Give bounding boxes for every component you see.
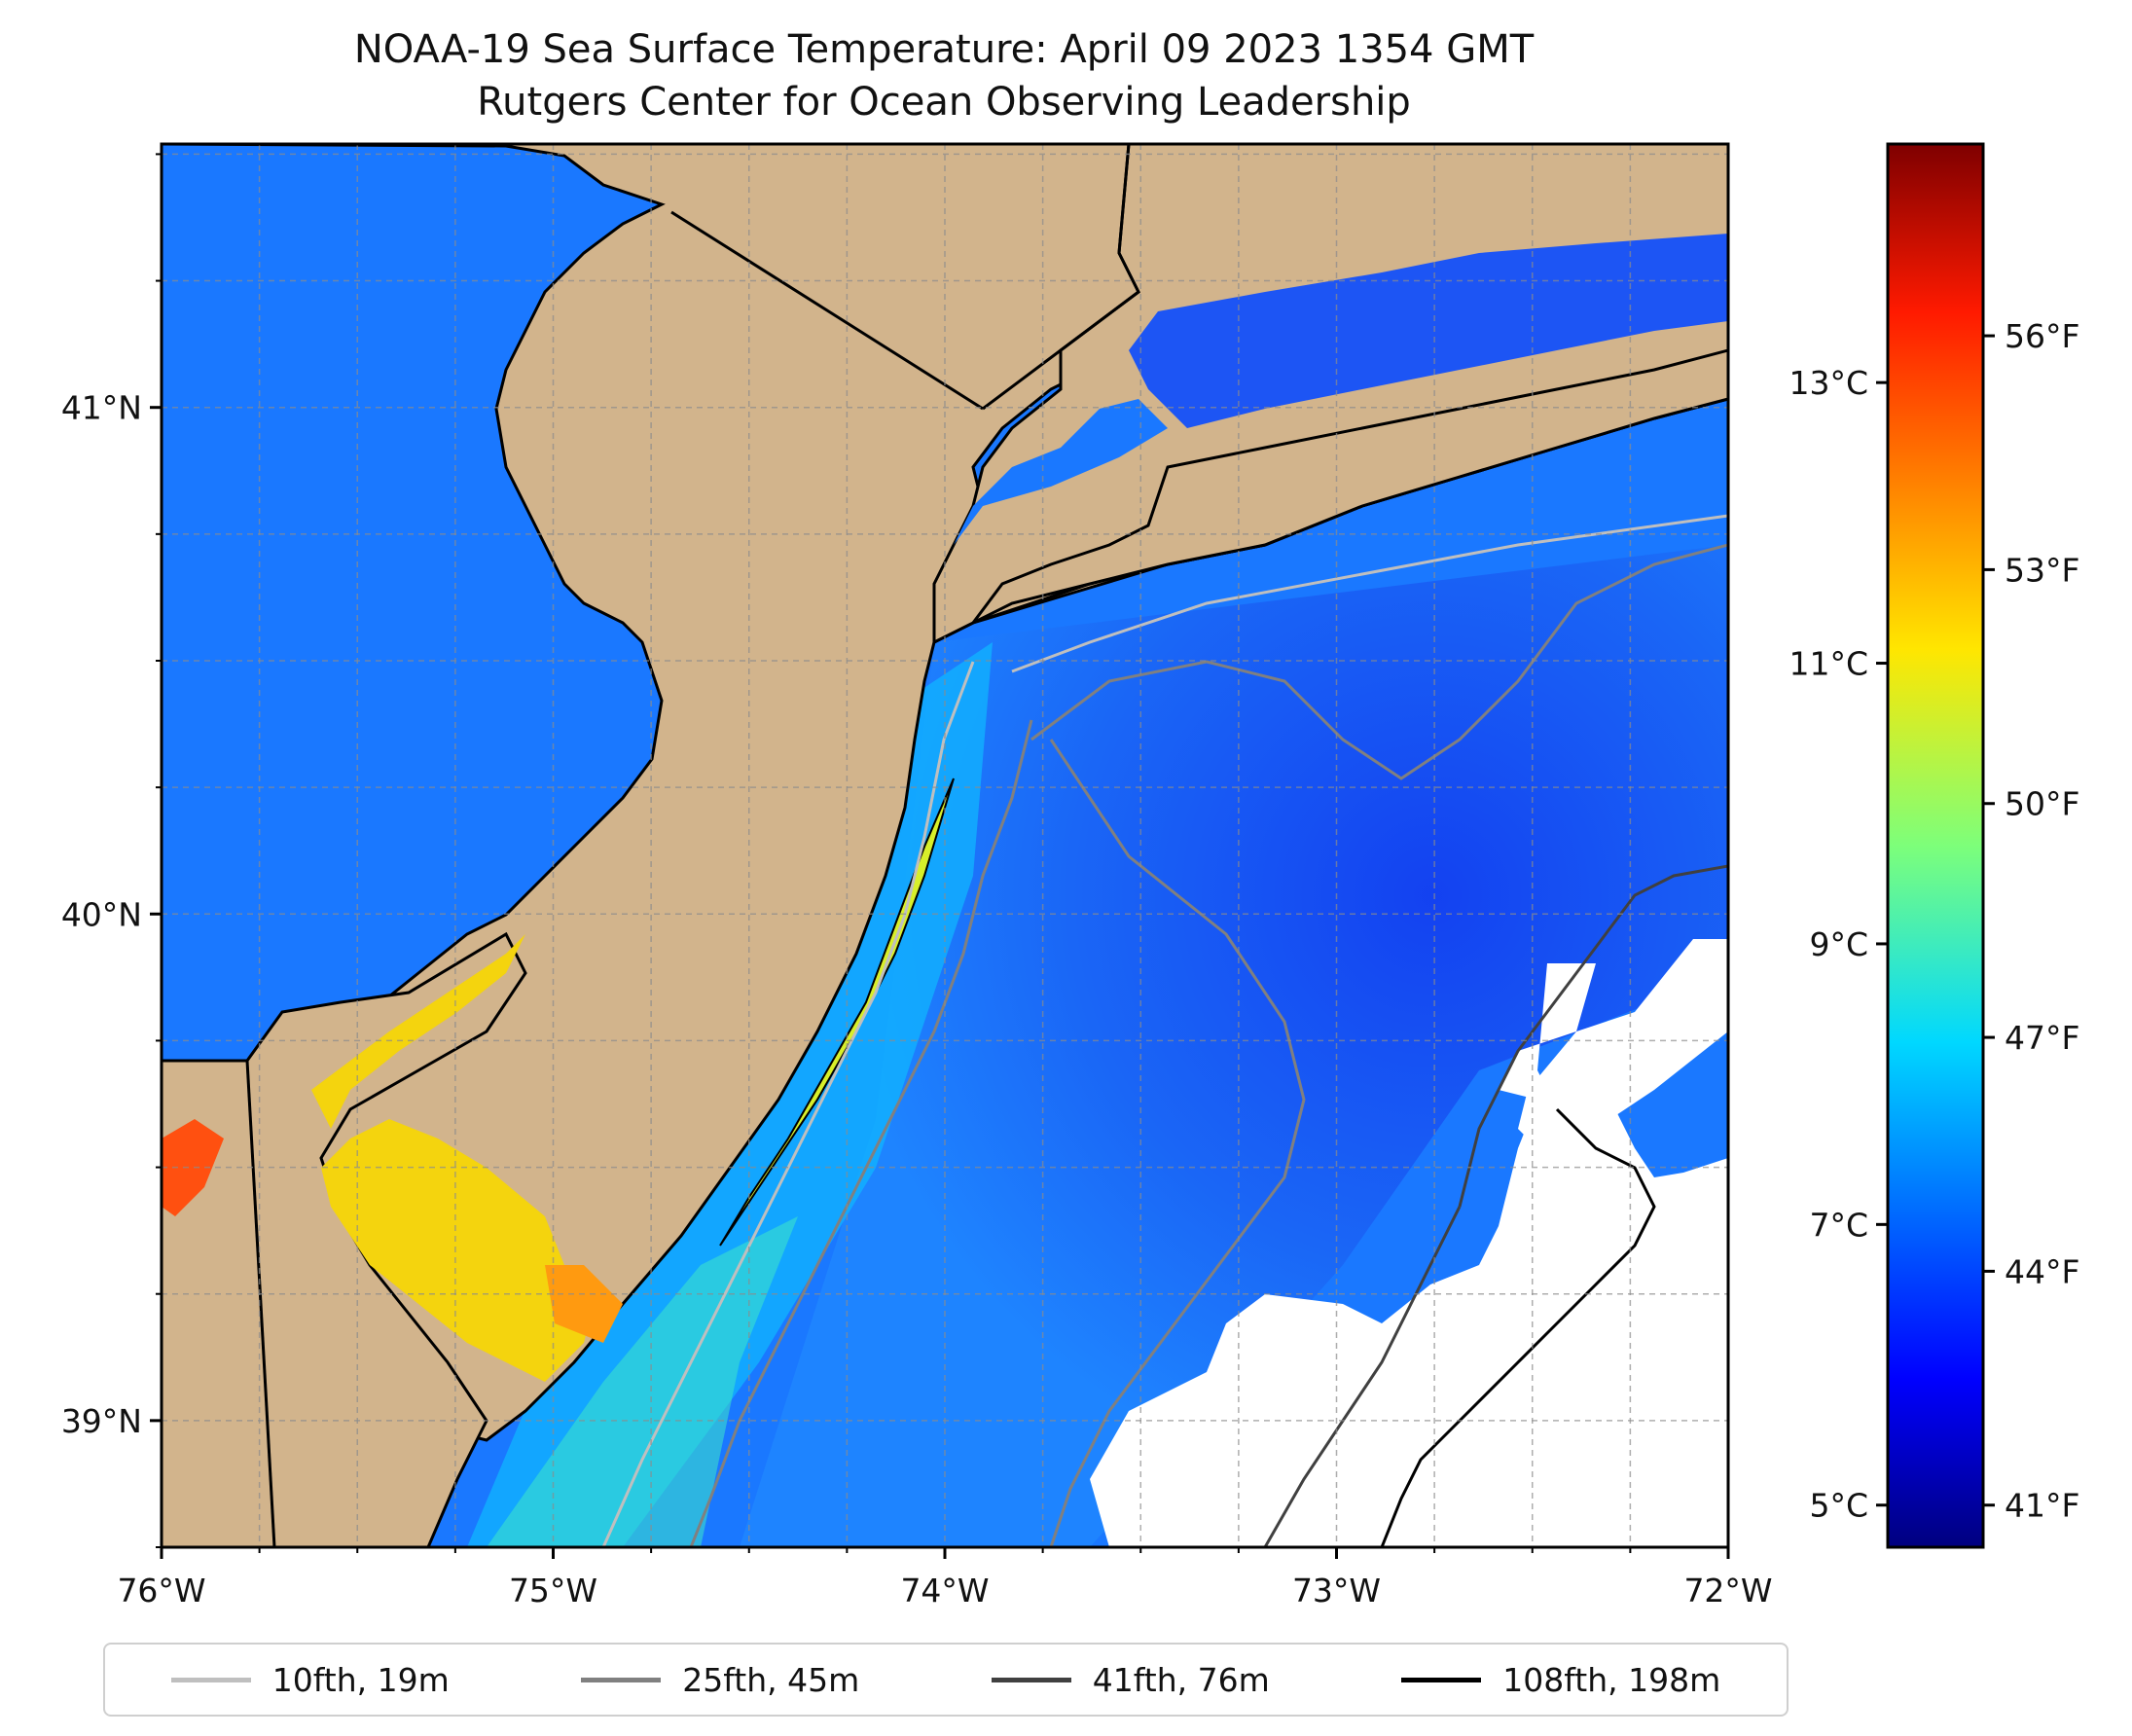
longitude-axis: 76°W 75°W 74°W 73°W 72°W — [117, 1547, 1773, 1609]
fahrenheit-tick-label: 53°F — [2005, 551, 2079, 589]
legend-swatch — [991, 1677, 1071, 1682]
fahrenheit-tick-label: 44°F — [2005, 1252, 2079, 1290]
lon-tick-label: 75°W — [509, 1572, 597, 1609]
celsius-tick-label: 5°C — [1809, 1487, 1868, 1525]
isobath-198m — [1380, 1107, 1656, 1547]
lon-tick-label: 72°W — [1683, 1572, 1772, 1609]
legend-label: 10fth, 19m — [271, 1660, 450, 1699]
legend-label: 41fth, 76m — [1092, 1660, 1270, 1699]
legend-item: 10fth, 19m — [170, 1660, 450, 1699]
fahrenheit-tick-label: 47°F — [2005, 1019, 2079, 1057]
legend-swatch — [170, 1677, 251, 1682]
map-gridlines — [162, 144, 1728, 1547]
isobath-45m-ridge — [1049, 739, 1306, 1547]
warm-shelf-region — [487, 1216, 798, 1547]
celsius-tick-label: 9°C — [1809, 925, 1868, 963]
isobath-legend: 10fth, 19m 25fth, 45m 41fth, 76m 108fth, 19… — [103, 1643, 1789, 1717]
celsius-tick-label: 11°C — [1789, 645, 1868, 683]
isobath-76m — [1458, 864, 1728, 1208]
fahrenheit-tick-label: 50°F — [2005, 785, 2079, 823]
lon-tick-label: 74°W — [900, 1572, 989, 1609]
lat-tick-label: 39°N — [61, 1402, 142, 1440]
colorbar-fahrenheit-axis: 41°F 44°F 47°F 50°F 53°F 56°F — [1983, 317, 2079, 1525]
latitude-axis: 41°N 40°N 39°N — [61, 153, 162, 1548]
isobath-45m — [689, 719, 1033, 1547]
cold-water-region — [740, 545, 1728, 1547]
legend-label: 25fth, 45m — [682, 1660, 860, 1699]
legend-label: 108fth, 198m — [1502, 1660, 1721, 1699]
isobath-19m-north — [1011, 514, 1728, 673]
celsius-tick-label: 13°C — [1789, 364, 1868, 402]
figure-subtitle: Rutgers Center for Ocean Observing Leade… — [477, 80, 1411, 125]
lat-tick-label: 41°N — [61, 389, 142, 427]
fahrenheit-tick-label: 41°F — [2005, 1487, 2079, 1525]
figure-title: NOAA-19 Sea Surface Temperature: April 0… — [353, 27, 1535, 72]
map-plot-area — [162, 144, 1728, 1547]
delaware-bay-hot-spot — [545, 1265, 623, 1343]
state-border-ny-nj — [670, 210, 984, 411]
chesapeake-warm-edge — [162, 1119, 224, 1216]
delaware-bay-warm-water — [321, 1119, 594, 1382]
legend-swatch — [581, 1677, 662, 1682]
isobath-45m-east — [1030, 543, 1728, 780]
no-data-region — [1090, 939, 1728, 1547]
legend-item: 25fth, 45m — [581, 1661, 859, 1699]
new-york-harbor — [954, 399, 1168, 545]
lat-tick-label: 40°N — [61, 895, 142, 933]
land-mass-delmarva — [162, 931, 527, 1547]
colorbar — [1886, 142, 1985, 1549]
legend-item: 108fth, 198m — [1401, 1661, 1720, 1699]
celsius-tick-label: 7°C — [1809, 1206, 1868, 1244]
state-border-de-md — [245, 1060, 276, 1547]
isobath-76m-south — [1263, 1206, 1462, 1547]
legend-item: 41fth, 76m — [991, 1660, 1270, 1699]
fahrenheit-tick-label: 56°F — [2005, 317, 2079, 355]
long-island-sound — [1129, 234, 1728, 428]
legend-swatch — [1401, 1677, 1482, 1682]
state-border-ny-ct — [982, 144, 1140, 411]
nj-coastal-bays — [719, 778, 955, 1247]
long-island — [971, 348, 1728, 625]
isobath-19m — [601, 661, 975, 1547]
lon-tick-label: 76°W — [117, 1572, 205, 1609]
lon-tick-label: 73°W — [1292, 1572, 1381, 1609]
delaware-river-warm-water — [311, 934, 525, 1129]
colorbar-celsius-axis: 5°C 7°C 9°C 11°C 13°C — [1789, 364, 1888, 1525]
